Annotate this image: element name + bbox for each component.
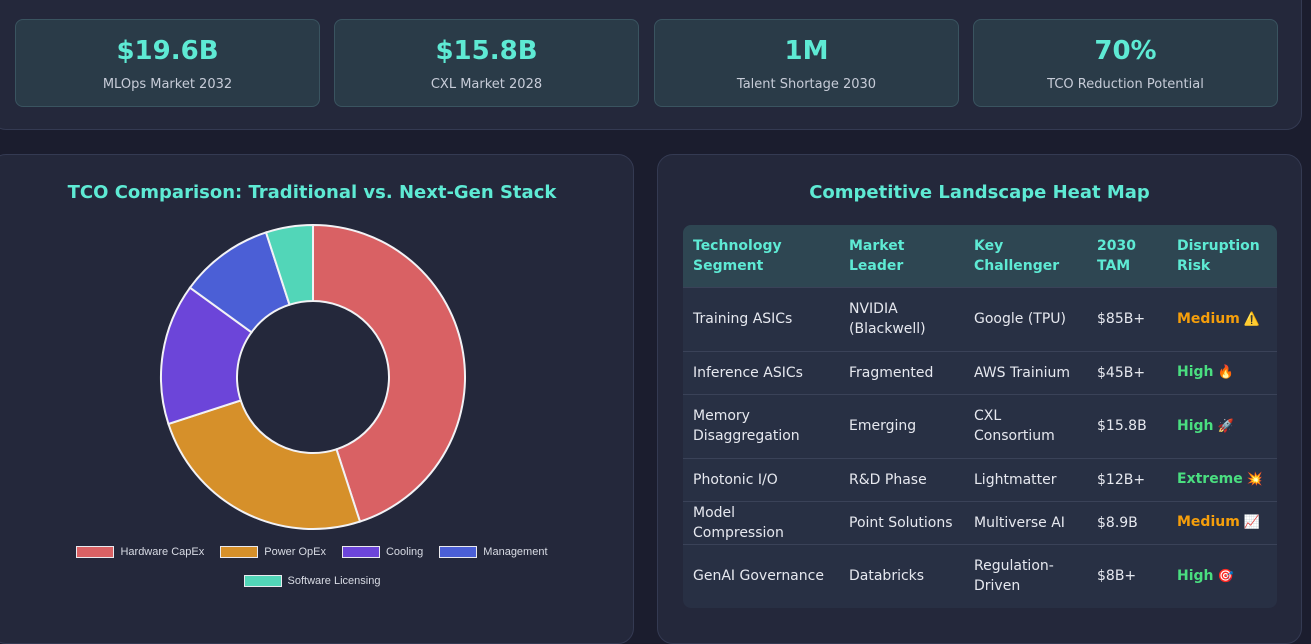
tco-panel: TCO Comparison: Traditional vs. Next-Gen… bbox=[0, 154, 634, 644]
cell-challenger: CXL Consortium bbox=[964, 393, 1087, 458]
table-row: Photonic I/O R&D Phase Lightmatter $12B+… bbox=[683, 457, 1277, 501]
warning-icon: ⚠️ bbox=[1243, 311, 1260, 327]
cell-risk: High 🔥 bbox=[1167, 350, 1277, 394]
header-tam: 2030 TAM bbox=[1087, 225, 1167, 287]
cell-risk: High 🎯 bbox=[1167, 543, 1277, 608]
legend-label: Hardware CapEx bbox=[120, 546, 205, 558]
header-disruption-risk: Disruption Risk bbox=[1167, 225, 1277, 287]
header-technology-segment: Technology Segment bbox=[683, 225, 839, 287]
legend-item-hardware-capex[interactable]: Hardware CapEx bbox=[76, 546, 204, 558]
heatmap-panel: Competitive Landscape Heat Map Technolog… bbox=[657, 154, 1302, 644]
legend-swatch bbox=[76, 546, 115, 558]
cell-challenger: Google (TPU) bbox=[964, 286, 1087, 351]
cell-leader: Databricks bbox=[839, 543, 964, 608]
table-header-row: Technology Segment Market Leader Key Cha… bbox=[683, 225, 1277, 287]
legend-label: Software Licensing bbox=[287, 575, 381, 587]
cell-leader: Point Solutions bbox=[839, 500, 964, 544]
heatmap-title: Competitive Landscape Heat Map bbox=[809, 182, 1150, 203]
legend-swatch bbox=[220, 546, 259, 558]
stats-panel: $19.6B MLOps Market 2032 $15.8B CXL Mark… bbox=[0, 0, 1302, 130]
stat-label: MLOps Market 2032 bbox=[102, 77, 233, 92]
tco-chart-title: TCO Comparison: Traditional vs. Next-Gen… bbox=[67, 182, 557, 203]
rocket-icon: 🚀 bbox=[1217, 418, 1234, 434]
chart-legend-row-1: Hardware CapEx Power OpEx Cooling Manage… bbox=[0, 546, 633, 558]
cell-segment: GenAI Governance bbox=[683, 543, 839, 608]
cell-leader: R&D Phase bbox=[839, 457, 964, 501]
risk-label: Medium bbox=[1177, 514, 1240, 530]
risk-label: High bbox=[1177, 364, 1214, 380]
cell-tam: $45B+ bbox=[1087, 350, 1167, 394]
tco-donut-chart bbox=[160, 223, 466, 530]
heatmap-table-container: Technology Segment Market Leader Key Cha… bbox=[683, 225, 1277, 608]
risk-label: Medium bbox=[1177, 310, 1240, 327]
legend-swatch bbox=[439, 546, 478, 558]
cell-leader: NVIDIA (Blackwell) bbox=[839, 286, 964, 351]
chart-up-icon: 📈 bbox=[1243, 515, 1260, 530]
explosion-icon: 💥 bbox=[1246, 472, 1263, 487]
chart-legend-row-2: Software Licensing bbox=[0, 575, 633, 587]
cell-challenger: Lightmatter bbox=[964, 457, 1087, 501]
legend-label: Power OpEx bbox=[264, 546, 326, 558]
cell-tam: $12B+ bbox=[1087, 457, 1167, 501]
cell-tam: $8.9B bbox=[1087, 500, 1167, 544]
legend-swatch bbox=[243, 575, 282, 587]
header-market-leader: Market Leader bbox=[839, 225, 964, 287]
table-row: Training ASICs NVIDIA (Blackwell) Google… bbox=[683, 286, 1277, 351]
donut-slice-software-licensing[interactable] bbox=[264, 223, 314, 306]
stat-label: Talent Shortage 2030 bbox=[736, 77, 877, 92]
stat-card-cxl: $15.8B CXL Market 2028 bbox=[334, 19, 639, 107]
header-key-challenger: Key Challenger bbox=[964, 225, 1087, 287]
legend-label: Cooling bbox=[385, 546, 424, 558]
stat-card-mlops: $19.6B MLOps Market 2032 bbox=[15, 19, 320, 107]
cell-segment: Inference ASICs bbox=[683, 350, 839, 394]
cell-risk: Medium ⚠️ bbox=[1167, 286, 1277, 351]
stat-value: 1M bbox=[784, 36, 829, 66]
legend-item-software-licensing[interactable]: Software Licensing bbox=[243, 575, 381, 587]
cell-challenger: Regulation-Driven bbox=[964, 543, 1087, 608]
stat-value: $15.8B bbox=[435, 36, 538, 66]
cell-segment: Photonic I/O bbox=[683, 457, 839, 501]
table-row: Inference ASICs Fragmented AWS Trainium … bbox=[683, 350, 1277, 394]
target-icon: 🎯 bbox=[1217, 568, 1234, 584]
donut-slice-hardware-capex[interactable] bbox=[312, 223, 466, 523]
stat-card-talent: 1M Talent Shortage 2030 bbox=[654, 19, 959, 107]
risk-label: High bbox=[1177, 417, 1214, 434]
fire-icon: 🔥 bbox=[1217, 365, 1234, 380]
cell-risk: Extreme 💥 bbox=[1167, 457, 1277, 501]
stat-value: $19.6B bbox=[116, 36, 219, 66]
legend-label: Management bbox=[483, 546, 548, 558]
table-row: Memory Disaggregation Emerging CXL Conso… bbox=[683, 393, 1277, 458]
cell-leader: Emerging bbox=[839, 393, 964, 458]
stat-card-tco: 70% TCO Reduction Potential bbox=[973, 19, 1278, 107]
cell-tam: $15.8B bbox=[1087, 393, 1167, 458]
legend-item-power-opex[interactable]: Power OpEx bbox=[220, 546, 326, 558]
cell-tam: $8B+ bbox=[1087, 543, 1167, 608]
stat-label: CXL Market 2028 bbox=[430, 77, 543, 92]
stat-label: TCO Reduction Potential bbox=[1047, 77, 1204, 92]
cell-challenger: Multiverse AI bbox=[964, 500, 1087, 544]
cell-segment: Training ASICs bbox=[683, 286, 839, 351]
risk-label: Extreme bbox=[1177, 471, 1243, 487]
cell-segment: Memory Disaggregation bbox=[683, 393, 839, 458]
risk-label: High bbox=[1177, 567, 1214, 584]
heatmap-table: Technology Segment Market Leader Key Cha… bbox=[683, 225, 1277, 608]
cell-risk: High 🚀 bbox=[1167, 393, 1277, 458]
cell-segment: Model Compression bbox=[683, 500, 839, 544]
legend-swatch bbox=[341, 546, 380, 558]
legend-item-management[interactable]: Management bbox=[439, 546, 548, 558]
cell-risk: Medium 📈 bbox=[1167, 500, 1277, 544]
table-row: Model Compression Point Solutions Multiv… bbox=[683, 500, 1277, 544]
cell-tam: $85B+ bbox=[1087, 286, 1167, 351]
cell-leader: Fragmented bbox=[839, 350, 964, 394]
legend-item-cooling[interactable]: Cooling bbox=[341, 546, 424, 558]
table-row: GenAI Governance Databricks Regulation-D… bbox=[683, 543, 1277, 608]
donut-slice-power-opex[interactable] bbox=[167, 399, 362, 530]
stat-value: 70% bbox=[1094, 36, 1157, 66]
cell-challenger: AWS Trainium bbox=[964, 350, 1087, 394]
